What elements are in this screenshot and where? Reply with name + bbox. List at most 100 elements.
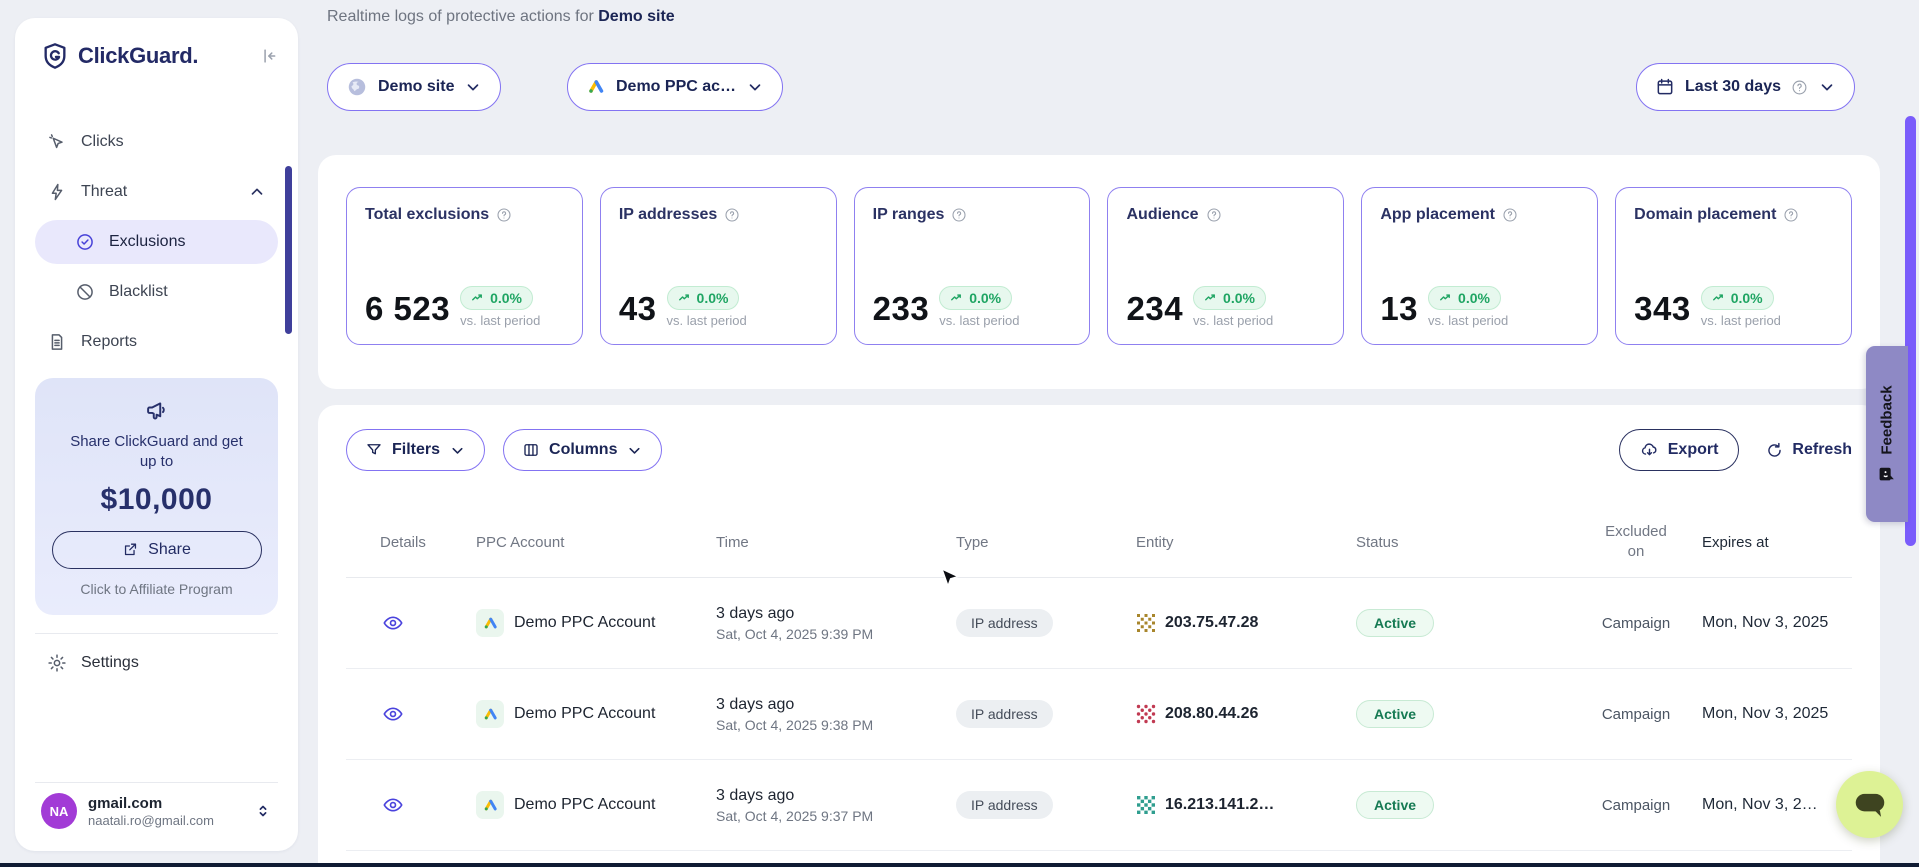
ppc-account-name: Demo PPC Account — [514, 705, 656, 722]
user-name: gmail.com — [88, 794, 163, 812]
table-row: Demo PPC Account 3 days ago Sat, Oct 4, 2… — [346, 669, 1852, 760]
trend-up-icon — [471, 291, 485, 305]
filters-button[interactable]: Filters — [346, 429, 486, 471]
status-badge: Active — [1356, 791, 1435, 819]
time-absolute: Sat, Oct 4, 2025 9:39 PM — [716, 625, 874, 642]
sidebar-item-reports[interactable]: Reports — [35, 320, 278, 364]
ppc-account-selector[interactable]: Demo PPC ac… — [567, 63, 784, 111]
excluded-on-value: Campaign — [1601, 796, 1671, 814]
sidebar-item-threat[interactable]: Threat — [35, 170, 278, 214]
sidebar-item-label: Threat — [81, 183, 128, 200]
calendar-icon — [1655, 77, 1675, 97]
column-header-excluded-on: Excluded on — [1605, 522, 1667, 560]
entity-value: 16.213.141.2… — [1165, 796, 1275, 813]
site-selector[interactable]: Demo site — [327, 63, 502, 111]
column-header-status: Status — [1356, 533, 1399, 551]
exclusions-table-panel: Filters Columns Export Refresh Details P… — [318, 405, 1880, 867]
column-header-ppc-account: PPC Account — [476, 533, 565, 551]
refresh-icon — [1765, 441, 1784, 460]
sidebar-item-clicks[interactable]: Clicks — [35, 120, 278, 164]
stat-card-ip-ranges: IP ranges 233 0.0% vs. last period — [853, 187, 1091, 345]
sidebar-scrollbar-thumb[interactable] — [285, 166, 292, 334]
stat-card-audience: Audience 234 0.0% vs. last period — [1107, 187, 1345, 345]
promo-caption: Click to Affiliate Program — [80, 580, 233, 597]
time-absolute: Sat, Oct 4, 2025 9:37 PM — [716, 807, 874, 824]
sidebar-item-label: Blacklist — [109, 283, 168, 300]
help-circle-icon[interactable] — [1791, 79, 1808, 96]
page-scrollbar-thumb[interactable] — [1905, 116, 1916, 546]
export-label: Export — [1667, 441, 1719, 458]
sidebar-collapse-icon[interactable] — [258, 46, 278, 66]
time-absolute: Sat, Oct 4, 2025 9:38 PM — [716, 716, 874, 733]
share-button[interactable]: Share — [51, 530, 262, 569]
chevron-down-icon — [626, 442, 643, 459]
view-details-eye-icon[interactable] — [382, 703, 476, 725]
chevron-down-icon — [1818, 78, 1836, 96]
help-circle-icon[interactable] — [1502, 207, 1518, 223]
subtitle-text: Realtime logs of protective actions for — [327, 8, 599, 25]
help-circle-icon[interactable] — [951, 207, 967, 223]
refresh-label: Refresh — [1792, 441, 1852, 458]
view-details-eye-icon[interactable] — [382, 794, 476, 816]
entity-value: 203.75.47.28 — [1165, 614, 1259, 631]
subtitle-site-name: Demo site — [598, 8, 675, 25]
stat-caption: vs. last period — [1193, 313, 1274, 328]
cursor-click-icon — [47, 132, 67, 152]
user-email: naatali.ro@gmail.com — [88, 812, 214, 828]
date-range-selector[interactable]: Last 30 days — [1635, 63, 1855, 111]
promo-text: Share ClickGuard and get up to — [70, 433, 243, 471]
help-circle-icon[interactable] — [496, 207, 512, 223]
stat-caption: vs. last period — [939, 313, 1020, 328]
trend-up-icon — [678, 291, 692, 305]
account-switcher[interactable]: NA gmail.com naatali.ro@gmail.com — [35, 782, 278, 831]
entity-value: 208.80.44.26 — [1165, 705, 1259, 722]
bottom-edge-bar — [0, 863, 1919, 867]
stat-value: 234 — [1126, 290, 1184, 327]
sidebar-item-exclusions[interactable]: Exclusions — [35, 220, 278, 264]
stat-delta: 0.0% — [490, 290, 523, 306]
help-circle-icon[interactable] — [1206, 207, 1222, 223]
stat-caption: vs. last period — [1428, 313, 1509, 328]
sidebar-item-blacklist[interactable]: Blacklist — [35, 270, 278, 314]
stat-card-ip-addresses: IP addresses 43 0.0% vs. last period — [599, 187, 837, 345]
excluded-on-value: Campaign — [1601, 705, 1671, 723]
column-header-details: Details — [380, 533, 426, 551]
columns-icon — [522, 441, 540, 459]
chevron-down-icon — [464, 78, 482, 96]
sidebar-item-label: Clicks — [81, 133, 124, 150]
stat-delta: 0.0% — [1223, 290, 1255, 306]
chevron-down-icon — [449, 442, 466, 459]
help-circle-icon[interactable] — [724, 207, 740, 223]
cloud-download-icon — [1640, 441, 1659, 460]
sidebar: ClickGuard. Clicks Threat — [15, 18, 298, 851]
megaphone-icon — [144, 398, 170, 424]
trend-up-icon — [1439, 291, 1453, 305]
view-details-eye-icon[interactable] — [382, 612, 476, 634]
stat-label: IP addresses — [618, 206, 718, 223]
type-badge: IP address — [956, 609, 1053, 637]
sidebar-item-settings[interactable]: Settings — [35, 640, 278, 686]
stat-delta: 0.0% — [1458, 290, 1490, 306]
columns-button[interactable]: Columns — [503, 429, 663, 471]
stat-label: App placement — [1380, 206, 1495, 223]
table-row: Demo PPC Account 3 days ago Sat, Oct 4, 2… — [346, 760, 1852, 851]
chat-launcher-button[interactable] — [1836, 771, 1903, 838]
export-button[interactable]: Export — [1618, 429, 1740, 471]
help-circle-icon[interactable] — [1783, 207, 1799, 223]
stat-label: Total exclusions — [365, 206, 490, 223]
badge-check-icon — [75, 232, 95, 252]
stat-value: 6 523 — [365, 290, 451, 327]
globe-icon — [346, 76, 368, 98]
status-badge: Active — [1356, 609, 1435, 637]
feedback-tab[interactable]: Feedback — [1866, 346, 1908, 522]
affiliate-promo-card: Share ClickGuard and get up to $10,000 S… — [35, 378, 278, 615]
stat-card-total-exclusions: Total exclusions 6 523 0.0% vs. last per… — [346, 187, 583, 345]
column-header-time: Time — [716, 533, 749, 551]
logo-wordmark: ClickGuard. — [78, 43, 199, 68]
google-ads-icon — [586, 77, 606, 97]
refresh-button[interactable]: Refresh — [1765, 441, 1852, 460]
excluded-on-value: Campaign — [1601, 614, 1671, 632]
stat-value: 233 — [872, 290, 930, 327]
column-header-type: Type — [956, 533, 989, 551]
chat-bubble-icon — [1851, 789, 1889, 821]
